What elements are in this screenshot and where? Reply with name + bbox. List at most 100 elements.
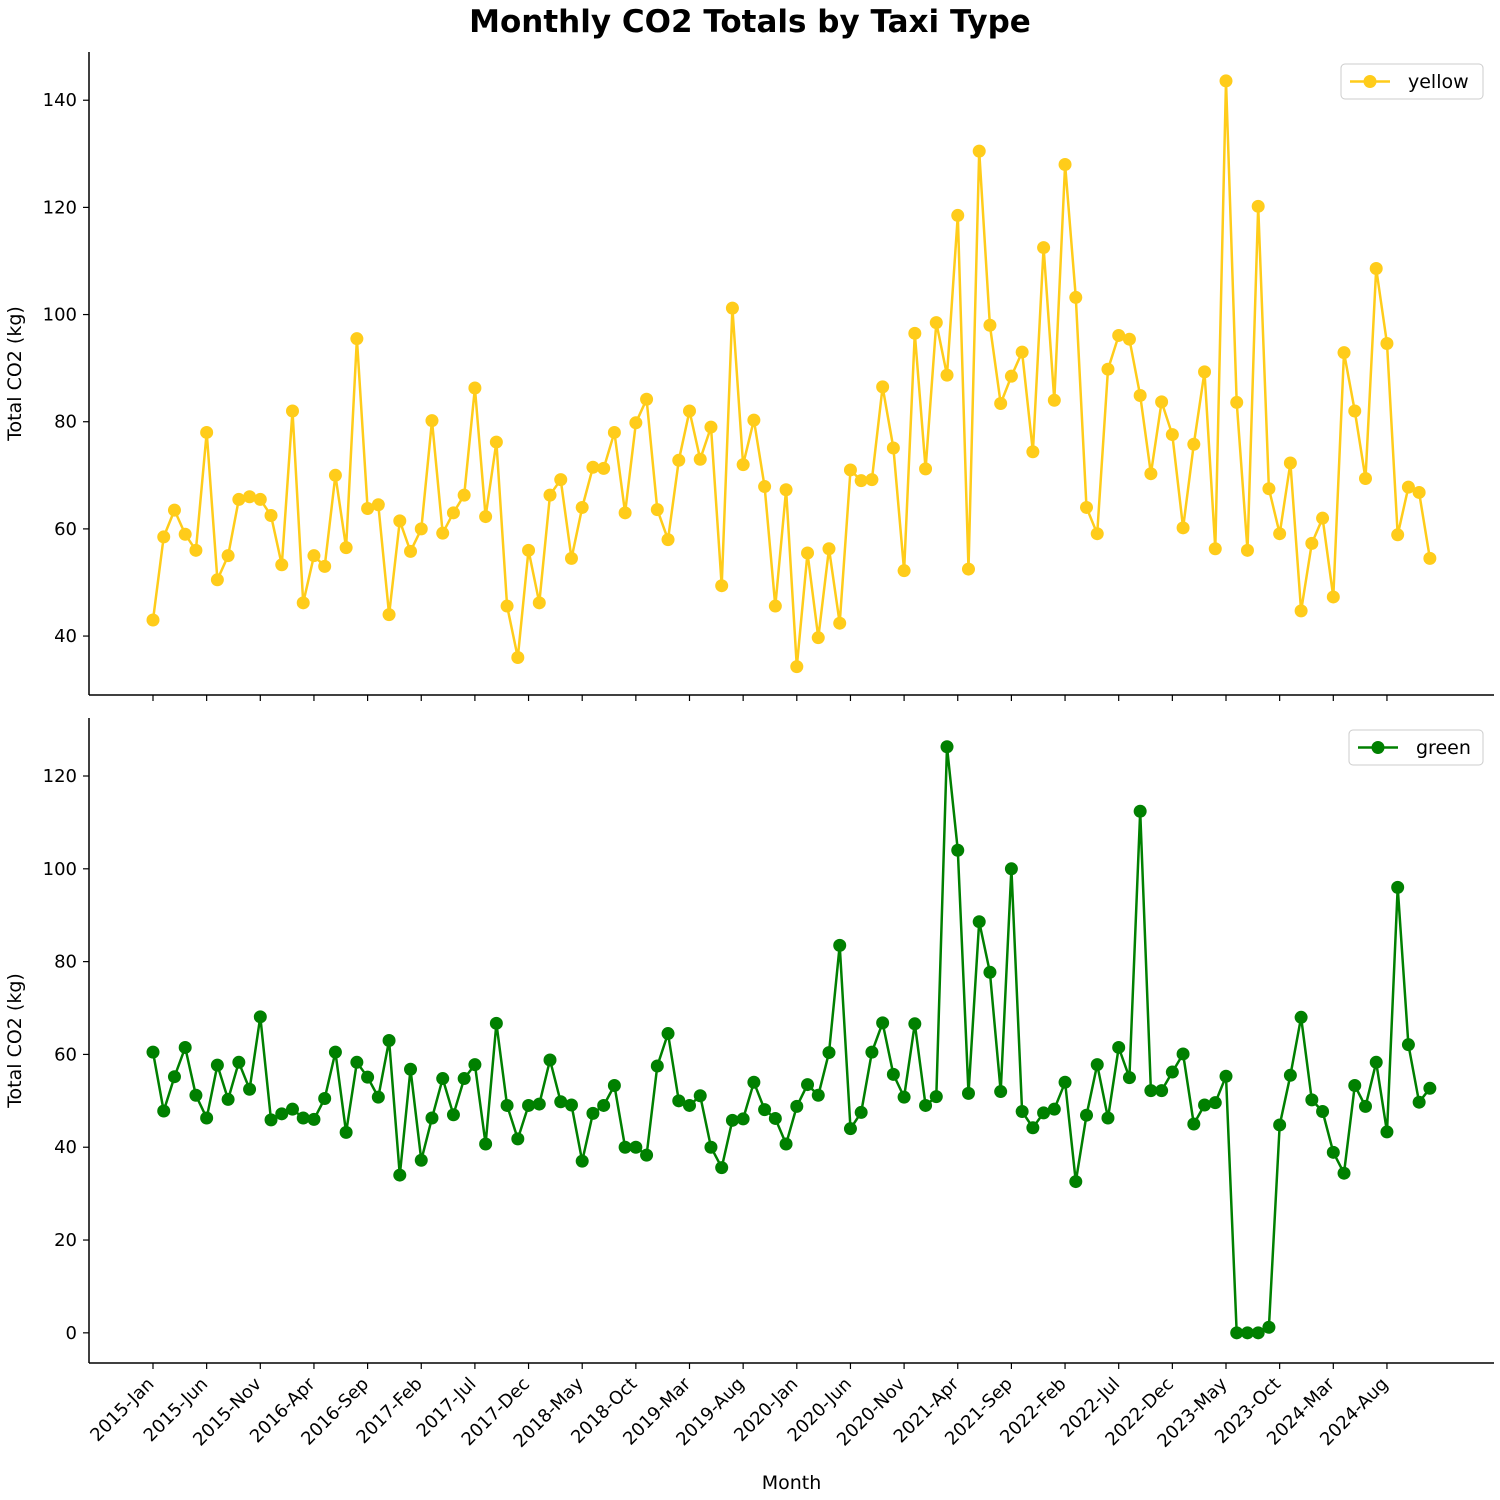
data-point — [865, 1045, 879, 1059]
data-point — [1423, 1081, 1437, 1095]
data-point — [554, 473, 568, 487]
data-point — [1294, 604, 1308, 618]
data-point — [425, 414, 439, 428]
data-point — [768, 1111, 782, 1125]
data-point — [1262, 482, 1276, 496]
data-point — [1380, 1125, 1394, 1139]
data-point — [629, 1140, 643, 1154]
data-point — [1391, 880, 1405, 894]
data-point — [833, 616, 847, 630]
data-point — [167, 1070, 181, 1084]
data-point — [328, 468, 342, 482]
data-point — [1090, 1058, 1104, 1072]
data-point — [683, 404, 696, 418]
data-point — [661, 533, 675, 547]
data-point — [1219, 74, 1233, 88]
data-point — [232, 1055, 246, 1069]
data-point — [790, 660, 804, 674]
data-point — [243, 1082, 257, 1096]
data-point — [1198, 365, 1212, 379]
data-point — [1047, 393, 1061, 407]
data-point — [285, 404, 299, 418]
data-point — [318, 1092, 332, 1106]
data-point — [307, 1112, 321, 1126]
data-point — [1337, 346, 1351, 360]
data-point — [865, 473, 879, 487]
legend-box — [1348, 729, 1484, 766]
data-point — [328, 1045, 342, 1059]
data-point — [940, 740, 954, 754]
y-axis-label: Total CO2 (kg) — [4, 306, 26, 442]
data-point — [167, 503, 181, 517]
data-point — [489, 1016, 503, 1030]
data-point — [629, 416, 643, 430]
data-point — [436, 526, 450, 540]
data-point — [607, 1079, 621, 1093]
data-point — [908, 1017, 922, 1031]
y-axis-label: Total CO2 (kg) — [4, 973, 26, 1109]
data-point — [983, 965, 997, 979]
data-point — [414, 522, 428, 536]
data-point — [961, 1086, 975, 1100]
y-tick-label: 100 — [43, 305, 77, 326]
data-point — [200, 425, 214, 439]
data-point — [1112, 328, 1126, 342]
data-point — [264, 508, 278, 522]
data-point — [886, 1067, 900, 1081]
data-point — [1305, 536, 1319, 550]
data-point — [586, 460, 600, 474]
data-point — [511, 1132, 525, 1146]
data-point — [972, 915, 986, 929]
data-point — [650, 1059, 664, 1073]
data-point — [1047, 1102, 1061, 1116]
data-point — [801, 546, 815, 560]
data-point — [436, 1072, 450, 1086]
data-point — [1326, 1145, 1340, 1159]
data-point — [1198, 1098, 1212, 1112]
legend: yellow — [1340, 63, 1484, 100]
panels: 40 60 80 100 120 140 Total CO2 (kg) yellow 0 20 40… — [4, 52, 1494, 1494]
data-point — [1208, 1096, 1222, 1110]
panel-bottom: 0204060801001202015-Jan2015-Jun2015-Nov2… — [4, 718, 1494, 1494]
data-point — [747, 1075, 761, 1089]
data-point — [854, 1105, 868, 1119]
data-point — [532, 1097, 546, 1111]
x-axis-label: Month — [762, 1472, 822, 1494]
data-point — [178, 527, 192, 541]
data-point — [790, 1099, 804, 1113]
data-point — [607, 425, 621, 439]
data-point — [393, 514, 407, 528]
data-point — [779, 1137, 793, 1151]
data-point — [1251, 199, 1265, 213]
data-point — [543, 1053, 557, 1067]
data-point — [404, 544, 418, 558]
data-point — [382, 1034, 396, 1047]
data-point — [1240, 543, 1254, 557]
data-point — [897, 564, 911, 578]
data-point — [543, 488, 557, 502]
data-point — [1133, 388, 1147, 402]
data-point — [275, 558, 289, 572]
data-point — [1273, 1118, 1287, 1132]
data-point — [361, 502, 375, 516]
data-point — [221, 549, 235, 563]
chart-title: Monthly CO2 Totals by Taxi Type — [469, 4, 1031, 40]
data-point — [285, 1102, 299, 1116]
y-tick-label: 40 — [54, 1137, 77, 1158]
data-point — [1015, 345, 1029, 359]
data-point — [371, 1090, 385, 1104]
data-point — [1273, 527, 1287, 541]
data-point — [1294, 1010, 1308, 1024]
data-point — [1037, 1106, 1051, 1120]
y-tick-label: 80 — [54, 952, 77, 973]
data-point — [1155, 395, 1169, 409]
data-point — [1122, 332, 1136, 346]
y-tick-label: 60 — [54, 1044, 77, 1065]
data-point — [1380, 336, 1394, 350]
y-tick-label: 0 — [66, 1323, 77, 1344]
data-point — [1230, 1326, 1244, 1340]
data-point — [157, 530, 171, 544]
data-point — [1155, 1084, 1169, 1098]
data-point — [1305, 1093, 1319, 1107]
data-point — [822, 542, 836, 556]
